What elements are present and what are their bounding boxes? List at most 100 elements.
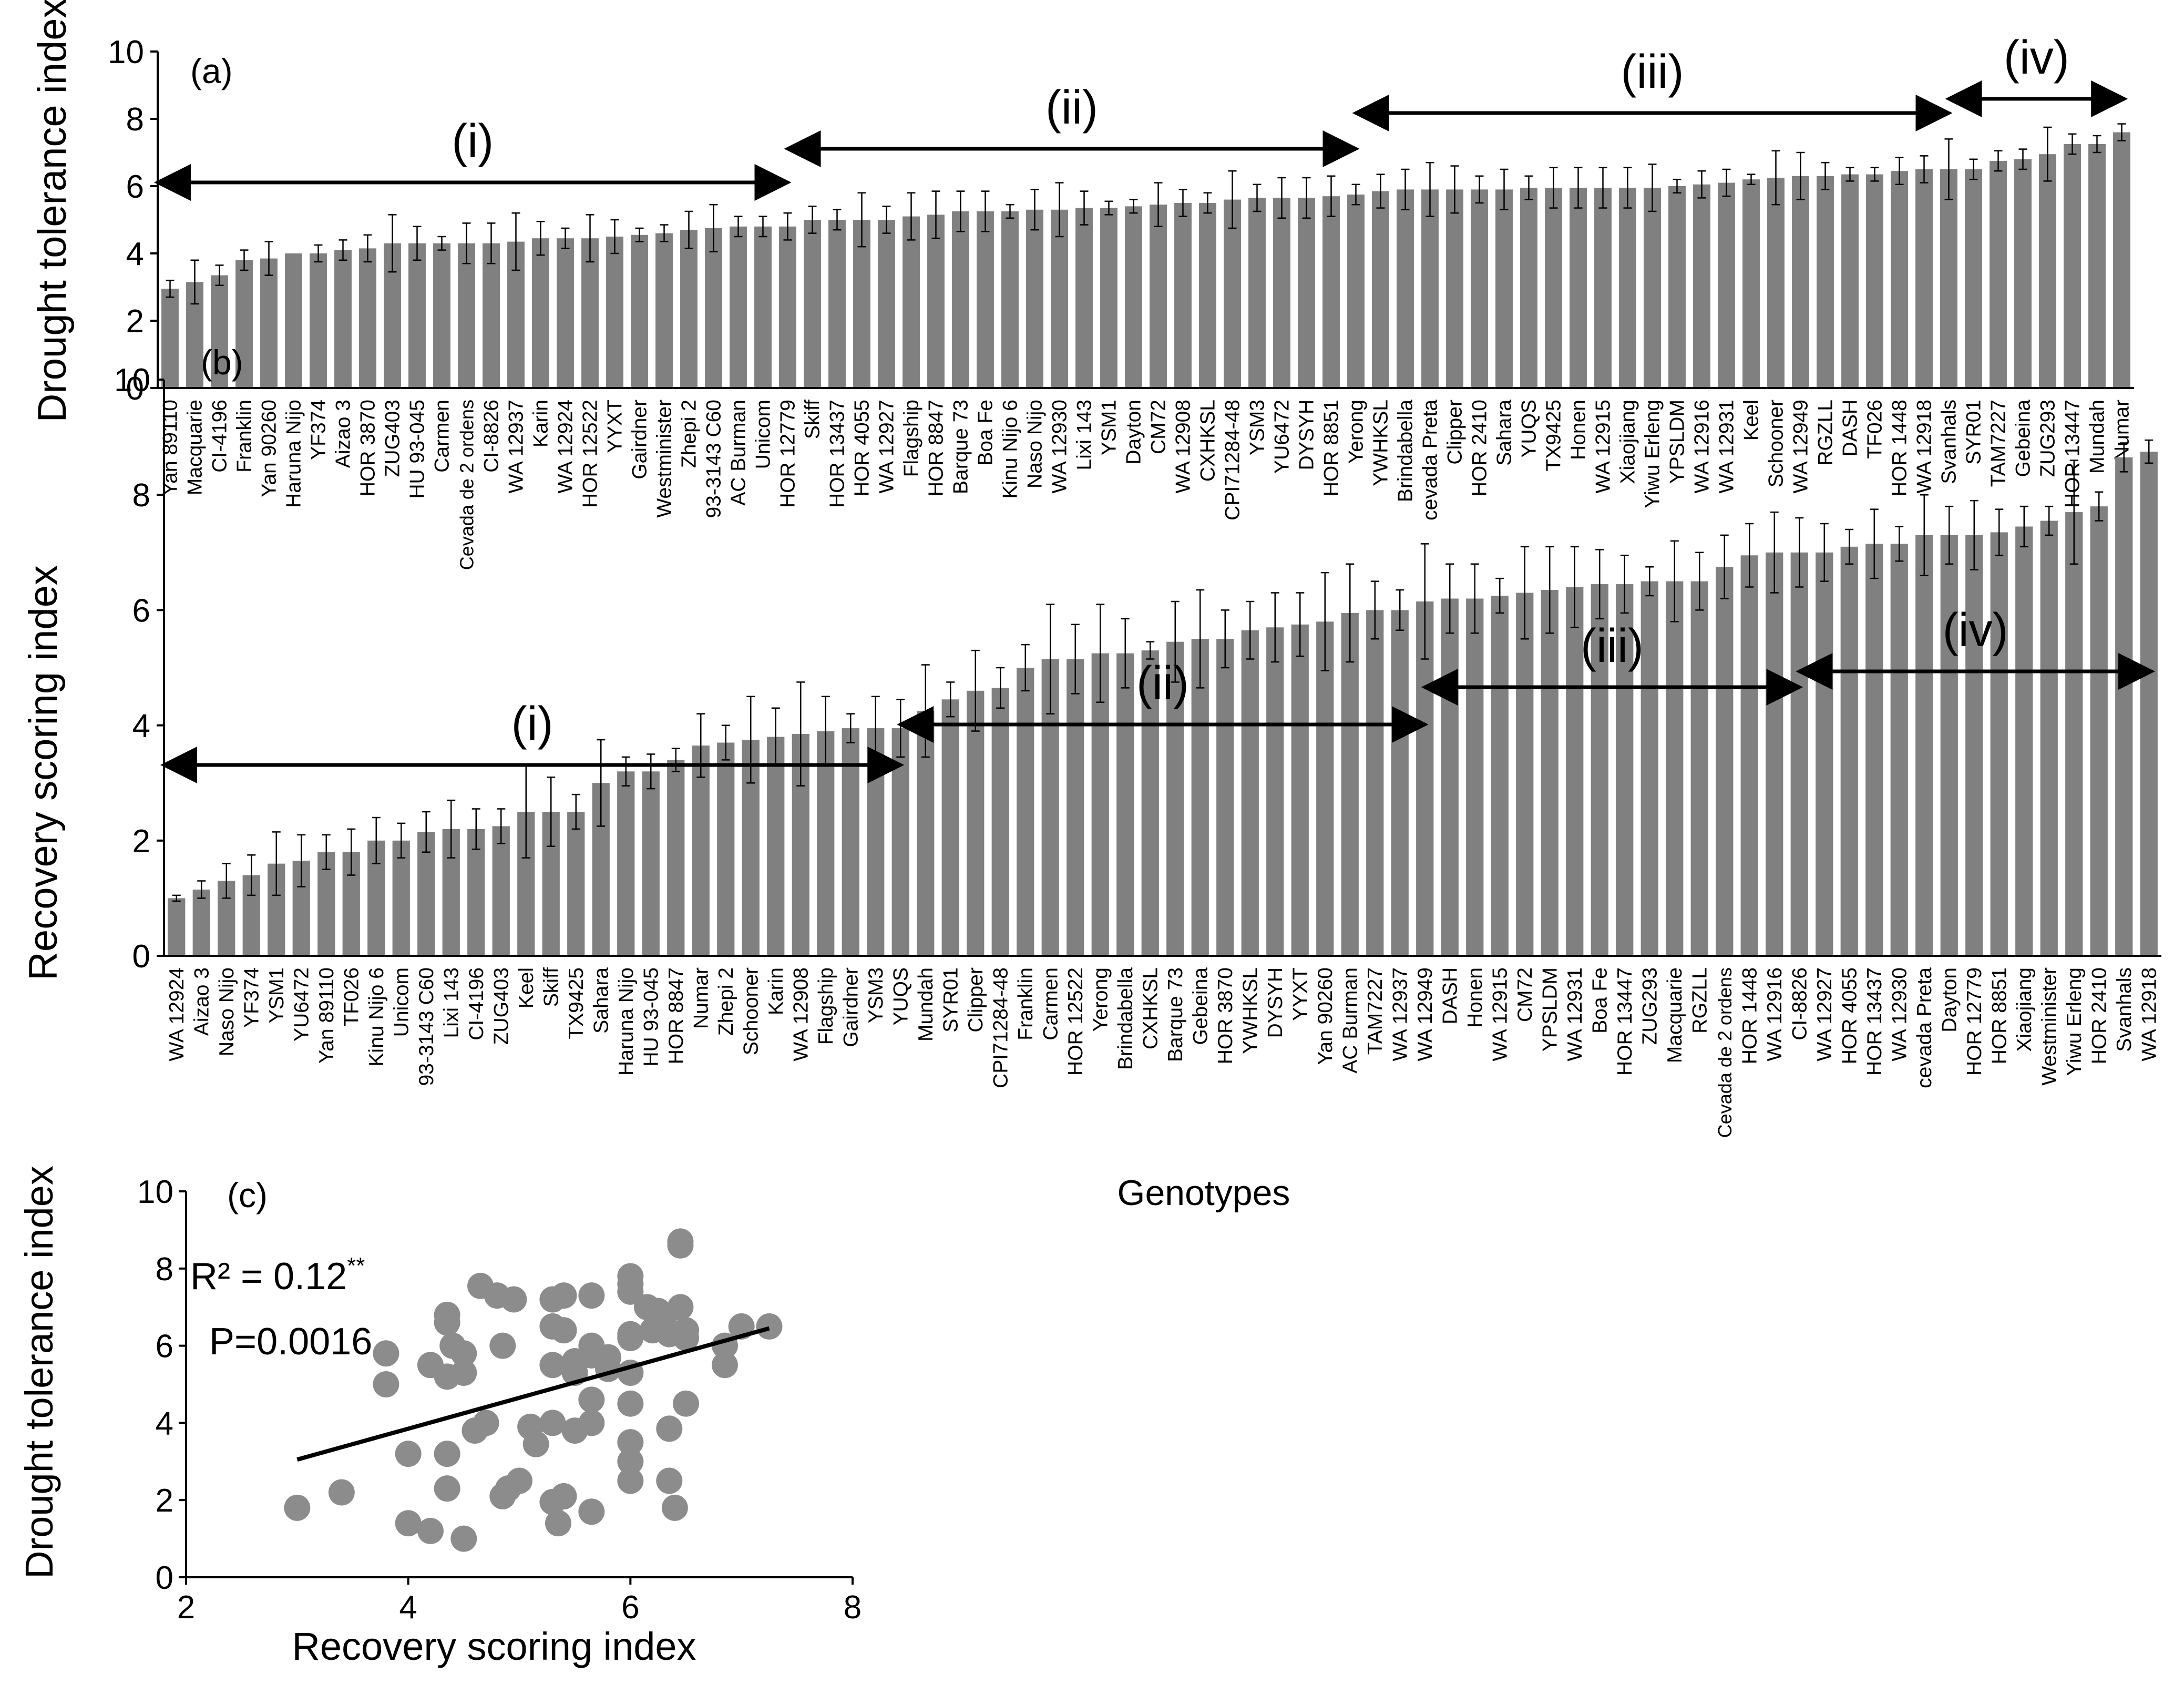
a-x-tick-label: HOR 12522 [579, 400, 602, 508]
c-y-tick-label: 4 [156, 1405, 173, 1442]
b-bar [1441, 598, 1459, 956]
panel-c-r2-annotation: R² = 0.12** [190, 1253, 365, 1298]
b-x-tick-label: WA 12931 [1564, 967, 1586, 1062]
a-error-bar [1722, 168, 1731, 197]
a-x-tick-label: RGZLL [1814, 400, 1837, 466]
a-error-bar [709, 203, 718, 253]
b-x-tick-label: WA 12916 [1763, 967, 1786, 1062]
a-error-bar [388, 214, 397, 273]
a-bar [606, 237, 623, 388]
a-x-tick-label: Aizao 3 [332, 400, 355, 468]
b-bar [1965, 535, 1983, 956]
b-bar [168, 898, 186, 956]
a-error-bar [1129, 199, 1138, 214]
b-x-tick-label: CXHKSL [1139, 967, 1162, 1049]
a-bar [260, 258, 278, 388]
a-bar [1965, 169, 1982, 388]
b-error-bar [497, 808, 506, 844]
a-error-bar [808, 206, 817, 234]
a-error-bar [1228, 170, 1237, 229]
a-x-tick-label: Skiff [802, 400, 824, 439]
c-x-tick-label: 4 [399, 1589, 417, 1626]
b-bar [1616, 584, 1634, 956]
a-error-bar [240, 249, 249, 271]
a-x-tick-label: HOR 13437 [826, 400, 849, 508]
b-error-bar [1320, 571, 1329, 671]
b-x-tick-label: Numar [690, 967, 712, 1029]
b-bar [1241, 630, 1259, 956]
a-x-tick-label: Westminister [653, 400, 676, 518]
panel-a-error-bars [166, 123, 2126, 305]
a-error-bar [437, 236, 446, 251]
a-error-bar [1080, 190, 1089, 226]
b-x-tick-label: Skiff [540, 967, 562, 1007]
b-error-bar [1595, 549, 1604, 620]
scatter-point [550, 1317, 577, 1344]
a-x-tick-label: Gebeina [2012, 400, 2035, 477]
b-error-bar [1196, 589, 1205, 689]
b-x-tick-label: Dayton [1938, 967, 1961, 1033]
scatter-point [395, 1510, 422, 1537]
a-error-bar [1920, 155, 1929, 183]
b-bar [1766, 552, 1783, 956]
b-bar [392, 840, 410, 956]
b-x-tick-label: TAM7227 [1364, 967, 1387, 1055]
a-bar [1125, 206, 1142, 388]
b-bar [617, 771, 635, 956]
a-bar [1866, 174, 1883, 388]
c-y-tick-label: 8 [156, 1251, 173, 1288]
a-x-tick-label: Franklin [233, 400, 256, 473]
scatter-point [711, 1352, 738, 1379]
b-x-tick-label: DYSYH [1264, 967, 1287, 1038]
b-bar [1266, 627, 1284, 956]
a-error-bar [1277, 177, 1286, 219]
b-bar [1341, 613, 1359, 956]
b-x-tick-label: Macquarie [1664, 967, 1686, 1063]
scatter-point [373, 1340, 399, 1367]
a-bar [1644, 188, 1661, 388]
b-bar [867, 728, 885, 956]
a-error-bar [1771, 150, 1780, 206]
a-y-tick-label: 0 [126, 371, 144, 407]
b-error-bar [1296, 592, 1305, 657]
a-x-tick-label: Honen [1567, 400, 1590, 460]
panel-c-trendline [296, 1326, 770, 1462]
b-x-tick-label: Flagship [815, 967, 837, 1045]
a-error-bar [339, 239, 347, 261]
a-bar [433, 243, 450, 388]
b-bar [891, 728, 909, 956]
a-error-bar [190, 259, 199, 305]
b-x-tick-label: RGZLL [1688, 967, 1711, 1034]
b-error-bar [1845, 528, 1854, 565]
a-error-bar [1351, 183, 1360, 206]
a-error-bar [734, 216, 743, 238]
b-error-bar [2145, 439, 2154, 464]
a-error-bar [882, 206, 891, 234]
b-x-tick-label: Zhepi 2 [715, 967, 737, 1036]
scatter-point [450, 1525, 477, 1552]
a-x-tick-label: Gairdner [629, 400, 651, 479]
scatter-point [656, 1415, 683, 1442]
a-x-tick-label: Xiaojiang [1617, 400, 1639, 484]
b-bar [1940, 535, 1958, 956]
b-x-tick-label: Yiwu Erleng [2063, 967, 2086, 1076]
scatter-point [284, 1494, 311, 1521]
panel-b-y-ticks: 0 2 4 6 8 10 [114, 362, 164, 975]
panel-c-r2-text: R² = 0.12 [190, 1256, 347, 1298]
a-x-tick-label: WA 12908 [1172, 400, 1195, 494]
scatter-point [550, 1282, 577, 1309]
b-error-bar [247, 854, 256, 896]
a-error-bar [1104, 200, 1113, 216]
a-bar [903, 216, 920, 388]
a-bar [1520, 188, 1537, 388]
a-bar [1248, 198, 1266, 388]
b-bar [642, 771, 660, 956]
a-y-tick-label: 2 [126, 303, 144, 340]
b-x-tick-label: WA 12918 [2138, 967, 2160, 1062]
b-bar [1541, 590, 1558, 956]
b-x-tick-label: TF026 [340, 967, 363, 1027]
a-bar [1495, 189, 1513, 388]
c-y-tick-label: 2 [156, 1483, 173, 1519]
b-error-bar [1071, 624, 1080, 695]
a-error-bar [1426, 161, 1434, 217]
